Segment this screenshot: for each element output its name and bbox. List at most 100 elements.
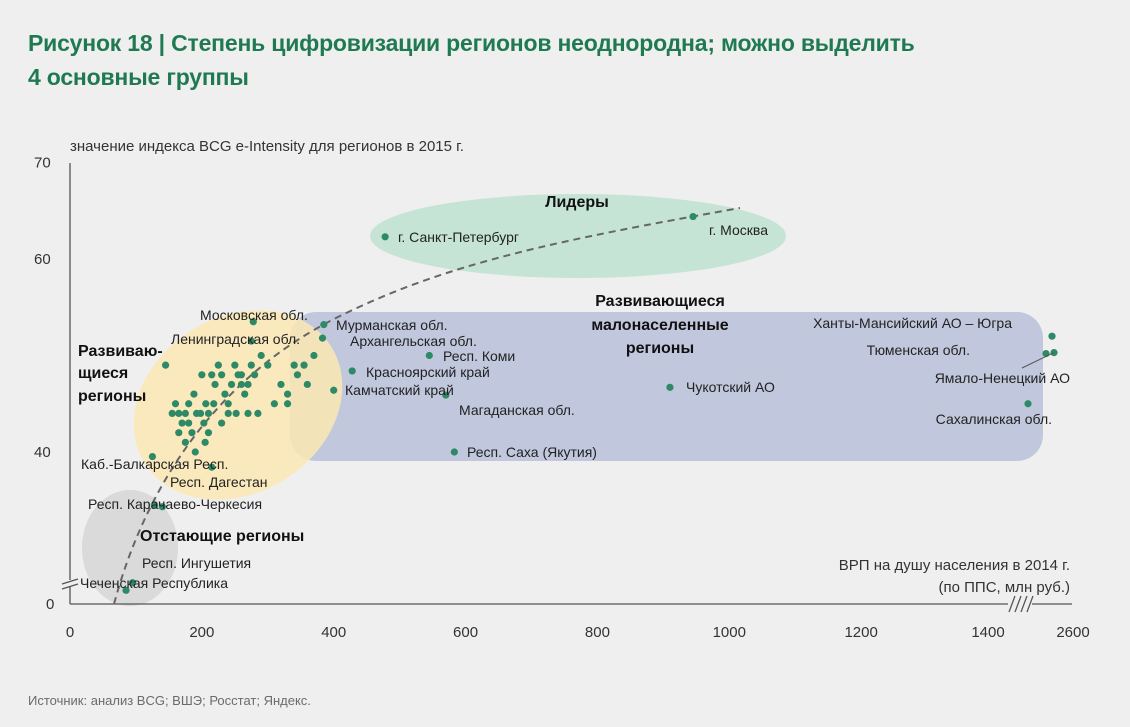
x-axis-break-mark xyxy=(1026,595,1034,613)
data-point xyxy=(300,361,308,369)
point-label: Респ. Саха (Якутия) xyxy=(467,444,597,460)
data-point xyxy=(251,371,259,379)
data-point xyxy=(188,429,196,437)
data-point xyxy=(237,371,246,379)
data-point xyxy=(254,409,262,417)
point-label: Респ. Дагестан xyxy=(170,474,268,490)
data-point xyxy=(218,371,226,379)
data-point-labeled xyxy=(150,501,158,509)
x-tick-label: 1000 xyxy=(713,624,746,641)
point-label: Московская обл. xyxy=(200,307,308,323)
point-label: Ханты-Мансийский АО – Югра xyxy=(813,315,1012,331)
data-point xyxy=(204,409,213,417)
data-point-labeled xyxy=(1024,400,1032,408)
point-label: Сахалинская обл. xyxy=(936,411,1052,427)
data-point xyxy=(181,438,189,446)
data-point xyxy=(257,351,265,360)
y-axis-label: значение индекса BCG e-Intensity для рег… xyxy=(70,138,464,155)
point-label: Респ. Коми xyxy=(443,348,515,364)
data-point-labeled xyxy=(247,337,255,345)
point-label: Чеченская Республика xyxy=(80,575,228,591)
data-point-labeled xyxy=(158,503,166,511)
data-point xyxy=(221,390,229,398)
data-point xyxy=(202,400,210,408)
data-point xyxy=(310,351,318,360)
data-point xyxy=(208,371,216,379)
data-point xyxy=(224,409,232,417)
point-label: Чукотский АО xyxy=(686,379,775,395)
point-label: Камчатский край xyxy=(345,382,454,398)
point-label: г. Санкт-Петербург xyxy=(398,229,519,245)
data-point-labeled xyxy=(442,391,450,399)
data-point-labeled xyxy=(148,452,157,461)
data-point xyxy=(227,380,236,389)
point-label: Тюменская обл. xyxy=(867,342,970,358)
y-axis-break-mark xyxy=(61,583,79,590)
point-label: Мурманская обл. xyxy=(336,317,448,333)
group-title: регионы xyxy=(78,388,146,405)
data-point xyxy=(270,400,278,408)
group-title: Лидеры xyxy=(545,194,609,211)
figure-title-line-2: 4 основные группы xyxy=(28,64,249,90)
data-point xyxy=(244,380,252,389)
data-point-labeled xyxy=(381,233,389,241)
point-label: г. Москва xyxy=(709,222,768,238)
group-title: щиеся xyxy=(78,365,128,382)
point-label: Ленинградская обл. xyxy=(171,331,300,347)
data-point xyxy=(283,400,292,408)
figure-title-line-1: Рисунок 18 | Степень цифровизации регион… xyxy=(28,30,915,56)
data-point xyxy=(185,419,193,427)
data-point xyxy=(224,400,232,408)
trend-line xyxy=(113,207,741,605)
group-title: Развивающиеся xyxy=(595,293,725,310)
data-point xyxy=(168,409,176,417)
data-point xyxy=(204,429,213,437)
region-lagging xyxy=(82,490,178,606)
data-point-labeled xyxy=(122,586,130,594)
point-label: Ямало-Ненецкий АО xyxy=(935,370,1070,386)
x-tick-label: 0 xyxy=(66,624,74,641)
data-point xyxy=(293,371,302,379)
group-title: Отстающие регионы xyxy=(140,528,304,545)
point-label: Каб.-Балкарская Респ. xyxy=(81,456,228,472)
y-axis-break-gap xyxy=(62,580,78,586)
data-point xyxy=(181,409,189,417)
data-point xyxy=(290,361,298,369)
data-point-labeled xyxy=(425,351,433,360)
data-point xyxy=(196,409,205,417)
data-point xyxy=(283,390,292,398)
data-point xyxy=(175,429,183,437)
point-label: Архангельская обл. xyxy=(350,333,477,349)
scatter-chart: 0 200 400 600 800 1000 1200 1400 2600 0 40 60 70 г. … xyxy=(34,138,1090,641)
trend-line-group xyxy=(113,207,741,605)
x-axis-break-mark xyxy=(1020,595,1028,613)
data-point xyxy=(175,409,183,417)
point-labels: г. Москва г. Санкт-Петербург Московская об… xyxy=(80,222,1070,591)
source-note: Источник: анализ BCG; ВШЭ; Росстат; Янде… xyxy=(28,693,311,708)
data-points xyxy=(122,212,1058,594)
region-developing xyxy=(133,310,343,500)
x-tick-label: 200 xyxy=(189,624,214,641)
point-label: Респ. Ингушетия xyxy=(142,555,251,571)
data-point xyxy=(198,371,206,379)
data-point xyxy=(214,361,222,369)
data-point xyxy=(244,409,252,417)
figure-title: Рисунок 18 | Степень цифровизации регион… xyxy=(28,26,1108,94)
y-tick-label: 0 xyxy=(46,596,54,613)
x-axis-label-line-2: (по ППС, млн руб.) xyxy=(939,579,1070,596)
data-point xyxy=(208,463,216,471)
x-tick-label: 800 xyxy=(585,624,610,641)
data-point xyxy=(161,361,170,369)
data-point xyxy=(200,419,208,427)
x-axis-break-gap xyxy=(1008,598,1032,610)
point-label: Красноярский край xyxy=(366,364,490,380)
data-point xyxy=(247,361,255,369)
point-label: Респ. Карачаево-Черкесия xyxy=(88,496,262,512)
data-point xyxy=(231,361,239,369)
data-point xyxy=(185,400,193,408)
data-point xyxy=(218,419,226,427)
data-point-labeled xyxy=(318,334,327,342)
y-tick-label: 70 xyxy=(34,155,51,172)
data-point-labeled xyxy=(689,212,697,221)
data-point xyxy=(277,380,285,389)
